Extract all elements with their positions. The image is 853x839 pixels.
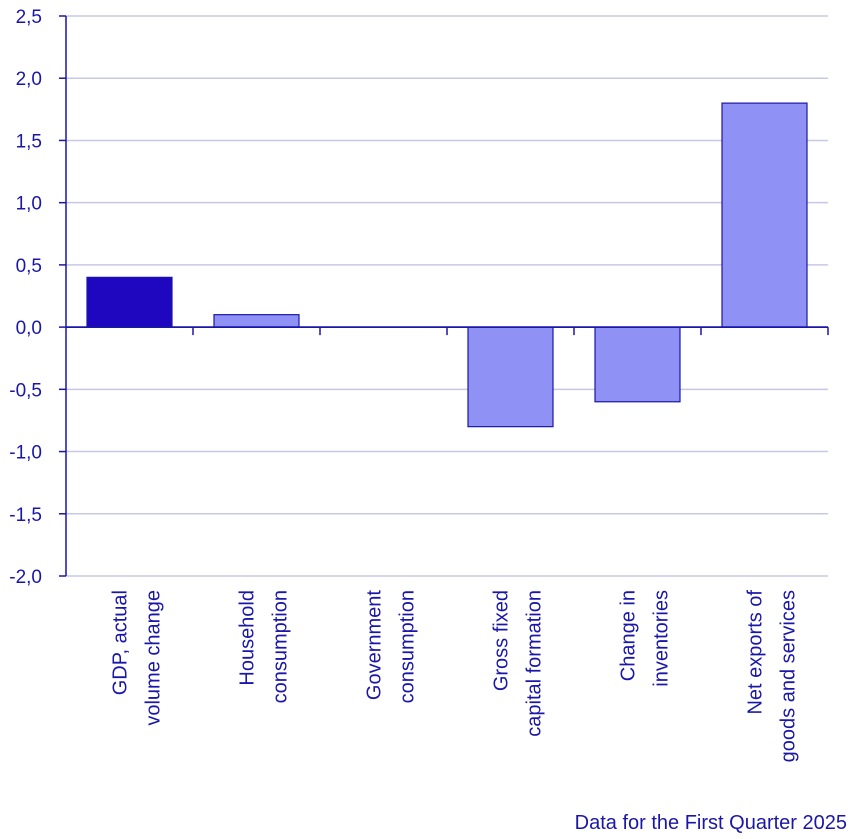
y-tick-label: -0,5: [9, 380, 42, 401]
category-label-5: Net exports of goods and services: [745, 590, 800, 763]
bar-5: [721, 102, 808, 328]
category-label-4: Change in inventories: [618, 590, 673, 687]
y-tick-label: 0,5: [16, 256, 42, 277]
bar-1: [213, 314, 300, 328]
category-label-0: GDP, actual volume change: [110, 590, 165, 726]
y-tick-label: 2,5: [16, 7, 42, 28]
x-axis-category-labels: GDP, actual volume change Household consump…: [110, 590, 800, 763]
bar-4: [594, 326, 681, 403]
category-label-2: Government consumption: [364, 590, 419, 704]
category-label-1: Household consumption: [237, 590, 292, 703]
y-tick-label: -2,0: [9, 567, 42, 588]
category-label-3: Gross fixed capital formation: [491, 590, 546, 737]
footnote: Data for the First Quarter 2025: [574, 812, 847, 834]
y-tick-label: -1,5: [9, 505, 42, 526]
y-tick-label: 2,0: [16, 69, 42, 90]
bars: [86, 102, 808, 428]
y-tick-label: 1,0: [16, 194, 42, 215]
y-tick-label: 1,5: [16, 131, 42, 152]
bar-3: [467, 326, 554, 428]
grid-lines: [66, 15, 828, 577]
y-axis-tick-labels: 2,5 2,0 1,5 1,0 0,5 0,0 -0,5 -1,0 -1,5 -2,0: [9, 7, 42, 588]
y-tick-label: -1,0: [9, 443, 42, 464]
y-tick-label: 0,0: [16, 318, 42, 339]
bar-0: [86, 276, 173, 328]
axes: [59, 15, 829, 577]
